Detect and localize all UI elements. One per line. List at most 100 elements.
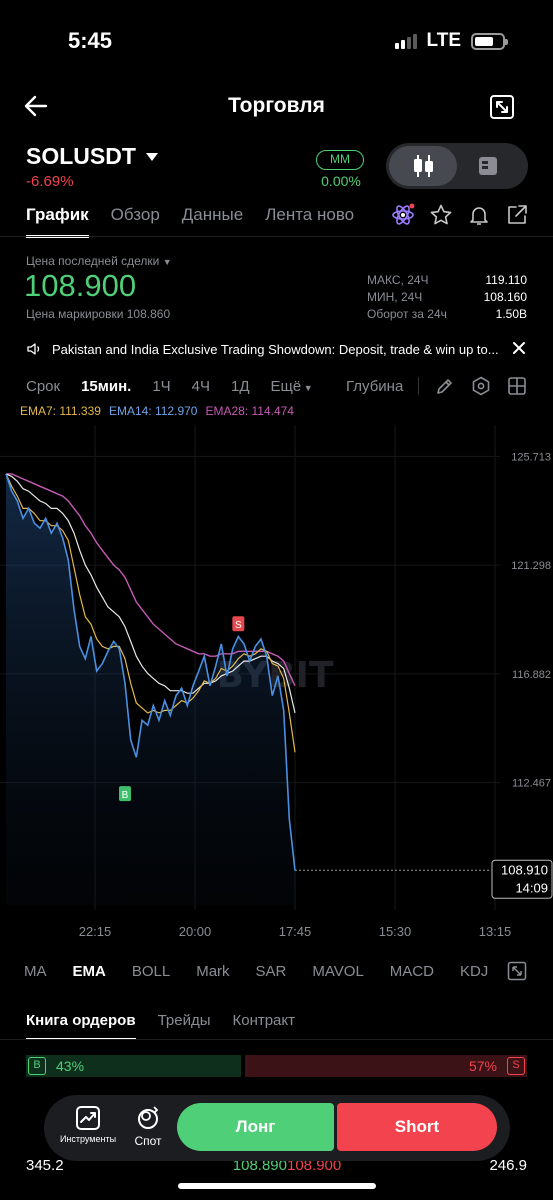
expand-icon[interactable] — [489, 94, 515, 120]
indicator-boll[interactable]: BOLL — [131, 963, 171, 980]
tools-chart-icon — [76, 1106, 100, 1130]
interval-term[interactable]: Срок — [26, 378, 61, 395]
stat-value-high: 119.110 — [485, 273, 527, 287]
price-area — [6, 473, 295, 905]
depth-button[interactable]: Глубина — [346, 378, 404, 395]
sell-ratio-bar: 57% S — [245, 1055, 527, 1077]
stat-label-high: МАКС, 24Ч — [367, 273, 429, 287]
stat-value-low: 108.160 — [483, 290, 527, 304]
x-tick-label: 17:45 — [279, 924, 312, 939]
sell-marker[interactable]: S — [232, 616, 245, 632]
x-tick-label: 20:00 — [179, 924, 212, 939]
tab-orderbook[interactable]: Книга ордеров — [26, 1012, 136, 1040]
tab-overview[interactable]: Обзор — [110, 205, 160, 224]
orderbook-tabs: Книга ордеров Трейды Контракт — [26, 1012, 295, 1040]
last-price-label[interactable]: Цена последней сделки ▼ — [26, 254, 172, 268]
home-indicator — [178, 1183, 376, 1189]
y-tick-label: 116.882 — [512, 669, 551, 681]
bell-icon[interactable] — [467, 203, 491, 227]
tab-chart[interactable]: График — [26, 205, 89, 238]
bid-price: 108.890 — [232, 1157, 287, 1174]
stat-label-turnover: Оборот за 24ч — [367, 307, 447, 321]
candle-view-button[interactable] — [389, 146, 457, 186]
ask-price: 108.900 — [287, 1157, 342, 1174]
indicator-expand-icon[interactable] — [507, 961, 527, 981]
buy-ratio-bar: B 43% — [26, 1055, 242, 1077]
interval-more[interactable]: Ещё ▼ — [271, 378, 313, 395]
tab-data[interactable]: Данные — [181, 205, 244, 224]
mark-price: Цена маркировки 108.860 — [26, 307, 171, 321]
tools-button[interactable]: Инструменты — [58, 1105, 118, 1144]
speaker-icon — [27, 343, 40, 355]
x-axis-labels: 22:15 20:00 17:45 15:30 13:15 — [79, 924, 512, 939]
mm-value: 0.00% — [321, 173, 361, 189]
symbol-selector[interactable]: SOLUSDT — [26, 143, 158, 170]
buy-sell-ratio: B 43% 57% S — [26, 1055, 527, 1077]
svg-text:B: B — [122, 790, 129, 801]
view-toggle[interactable] — [386, 143, 528, 189]
indicator-ema[interactable]: EMA — [72, 963, 106, 980]
battery-icon — [471, 32, 508, 50]
mm-badge[interactable]: MM — [316, 150, 364, 170]
interval-selector: Срок 15мин. 1Ч 4Ч 1Д Ещё ▼ — [26, 378, 313, 395]
announcement-banner[interactable]: Pakistan and India Exclusive Trading Sho… — [26, 338, 527, 360]
interval-15m[interactable]: 15мин. — [81, 378, 132, 395]
indicator-kdj[interactable]: KDJ — [459, 963, 489, 980]
chart-tools — [418, 376, 527, 396]
status-time: 5:45 — [68, 28, 113, 53]
long-button[interactable]: Лонг — [177, 1103, 334, 1151]
star-icon[interactable] — [429, 203, 453, 227]
buy-marker[interactable]: B — [119, 786, 131, 802]
buy-percent: 43% — [56, 1058, 85, 1074]
ema28-label: EMA28: 114.474 — [205, 404, 294, 418]
price-change: -6.69% — [26, 173, 74, 190]
svg-text:S: S — [235, 620, 242, 631]
ask-qty: 246.9 — [489, 1157, 527, 1174]
tool-separator — [418, 377, 419, 395]
interval-1h[interactable]: 1Ч — [152, 378, 171, 395]
indicator-mark[interactable]: Mark — [196, 963, 230, 980]
indicator-tabs: MA EMA BOLL Mark SAR MAVOL MACD KDJ — [24, 963, 488, 980]
divider — [0, 1039, 553, 1040]
tab-news[interactable]: Лента ново — [265, 205, 355, 224]
symbol-name: SOLUSDT — [26, 143, 136, 169]
indicator-sar[interactable]: SAR — [255, 963, 287, 980]
current-price-box: 108.910 14:09 — [491, 859, 553, 899]
short-button[interactable]: Short — [337, 1103, 497, 1151]
tab-contract[interactable]: Контракт — [232, 1012, 296, 1029]
grid-layout-icon[interactable] — [507, 376, 527, 396]
caret-down-icon — [145, 152, 158, 161]
settings-hexagon-icon[interactable] — [471, 376, 491, 396]
ema7-label: EMA7: 111.339 — [20, 404, 101, 418]
x-tick-label: 15:30 — [379, 924, 412, 939]
caret-down-icon: ▼ — [301, 383, 313, 393]
tab-actions — [391, 203, 529, 227]
caret-down-icon: ▼ — [162, 257, 172, 267]
interval-1d[interactable]: 1Д — [231, 378, 250, 395]
y-tick-label: 125.713 — [511, 451, 551, 463]
close-icon[interactable] — [511, 340, 527, 356]
page-title: Торговля — [228, 94, 325, 117]
ai-atom-icon[interactable] — [391, 203, 415, 227]
last-price-label-text: Цена последней сделки — [26, 254, 160, 268]
indicator-mavol[interactable]: MAVOL — [312, 963, 364, 980]
tab-trades[interactable]: Трейды — [157, 1012, 211, 1029]
interval-4h[interactable]: 4Ч — [191, 378, 211, 395]
sell-percent: 57% — [468, 1058, 497, 1074]
status-indicators: LTE — [394, 30, 508, 52]
share-icon[interactable] — [505, 203, 529, 227]
back-arrow-icon[interactable] — [22, 92, 50, 120]
orderbook-row[interactable]: 345.2 108.890 108.900 246.9 — [26, 1157, 527, 1177]
current-price-time: 14:09 — [515, 880, 548, 895]
signal-icon — [394, 33, 417, 49]
orderbook-view-icon[interactable] — [476, 154, 500, 178]
indicator-ma[interactable]: MA — [24, 963, 47, 980]
announcement-text: Pakistan and India Exclusive Trading Sho… — [52, 341, 499, 357]
ema-legend: EMA7: 111.339 EMA14: 112.970 EMA28: 114.… — [20, 404, 294, 418]
trade-markers: SB — [119, 616, 245, 802]
network-label: LTE — [426, 30, 461, 51]
spot-button[interactable]: Спот — [118, 1105, 178, 1148]
pencil-icon[interactable] — [435, 376, 455, 396]
indicator-macd[interactable]: MACD — [389, 963, 434, 980]
